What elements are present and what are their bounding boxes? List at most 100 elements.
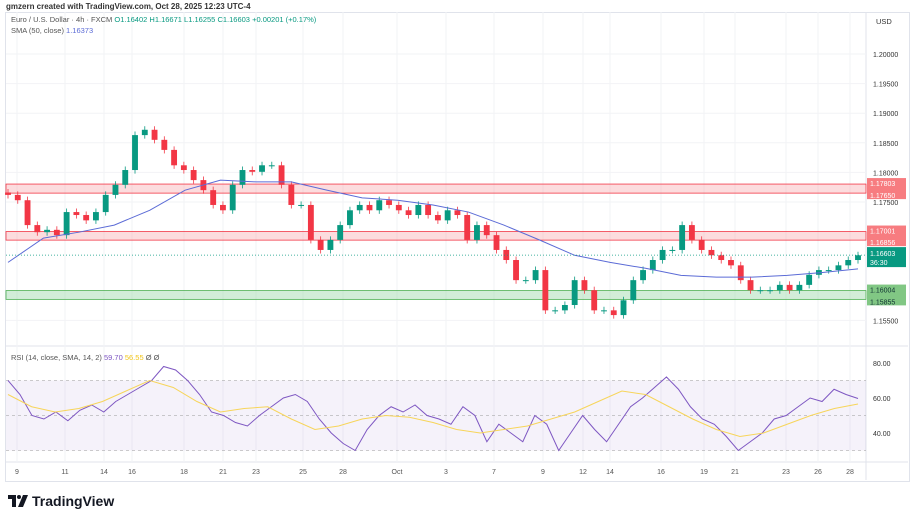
candle-body [376, 200, 383, 211]
candle-body [474, 225, 480, 240]
candle-body [757, 290, 764, 292]
candle-body [307, 204, 314, 240]
x-tick-label: 9 [541, 469, 545, 476]
rsi-tick-label: 40.00 [873, 431, 891, 438]
candle-body [347, 210, 353, 226]
candle-body [5, 192, 11, 195]
candle-body [542, 270, 549, 311]
x-tick-label: Oct [392, 469, 403, 476]
change-value: +0.00201 (+0.17%) [252, 15, 317, 24]
rsi-legend: RSI (14, close, SMA, 14, 2) 59.70 56.55 … [11, 353, 159, 362]
candle-body [796, 284, 803, 291]
candle-body [591, 290, 598, 311]
x-tick-label: 21 [219, 469, 227, 476]
resistance-zone-bottom-label: 1.16856 [870, 240, 895, 247]
candle-body [649, 260, 656, 271]
candle-body [532, 270, 539, 281]
candle-body [151, 129, 158, 140]
x-tick-label: 26 [814, 469, 822, 476]
resistance-zone-label-bg [867, 178, 906, 200]
candle-body [405, 210, 412, 216]
candle-body [767, 290, 773, 292]
candle-body [806, 274, 813, 285]
candle-body [161, 139, 168, 150]
candle-body [112, 184, 119, 195]
candle-body [728, 260, 734, 266]
candle-body [210, 190, 217, 205]
symbol-name[interactable]: Euro / U.S. Dollar · 4h · FXCM [11, 15, 113, 24]
candle-body [141, 129, 148, 136]
candle-body [268, 165, 275, 167]
candle-body [356, 204, 363, 211]
currency-label[interactable]: USD [876, 17, 892, 26]
candle-body [454, 210, 461, 216]
candle-body [513, 260, 519, 281]
close-value: C1.16603 [217, 15, 250, 24]
price-tick-label: 1.18500 [873, 141, 898, 148]
x-tick-label: 14 [606, 469, 614, 476]
candle-body [34, 225, 41, 233]
candle-body [503, 249, 510, 261]
rsi-label[interactable]: RSI (14, close, SMA, 14, 2) [11, 353, 102, 362]
candle-body [171, 149, 178, 166]
resistance-zone-label-bg [867, 225, 906, 247]
sma-legend: SMA (50, close) 1.16373 [11, 26, 93, 35]
candle-body [190, 170, 197, 181]
price-tick-label: 1.20000 [873, 52, 898, 59]
candle-body [278, 165, 285, 185]
candle-body [552, 310, 559, 312]
x-tick-label: 14 [100, 469, 108, 476]
resistance-zone-top-label: 1.17001 [870, 229, 895, 236]
x-tick-label: 28 [339, 469, 347, 476]
candle-body [93, 212, 99, 221]
candle-body [180, 165, 187, 171]
candle-body [425, 204, 432, 216]
candle-body [561, 305, 568, 311]
candle-body [522, 280, 529, 282]
candle-body [63, 212, 70, 236]
candle-body [620, 300, 627, 316]
countdown-label: 36:30 [870, 260, 888, 267]
rsi-extra-marks: Ø Ø [145, 353, 160, 362]
candle-body [679, 225, 686, 250]
resistance-zone [5, 231, 867, 241]
candle-body [83, 215, 90, 221]
price-tick-label: 1.18000 [873, 170, 898, 177]
candle-body [483, 225, 490, 236]
candle-body [659, 249, 666, 261]
resistance-zone-top-label: 1.17803 [870, 181, 895, 188]
last-price-label: 1.16603 [870, 251, 895, 258]
candle-body [688, 225, 695, 240]
candle-body [747, 280, 754, 291]
support-zone-bottom-label: 1.15855 [870, 299, 895, 306]
candle-body [610, 310, 617, 316]
candle-body [630, 280, 637, 301]
candle-body [737, 265, 744, 281]
candle-body [698, 239, 705, 250]
candle-body [220, 204, 226, 211]
candle-body [786, 284, 793, 291]
x-tick-label: 12 [579, 469, 587, 476]
candle-body [337, 225, 344, 240]
high-value: H1.16671 [149, 15, 182, 24]
candle-body [317, 239, 324, 250]
candle-body [259, 165, 265, 172]
rsi-ma-line [7, 379, 859, 438]
symbol-legend: Euro / U.S. Dollar · 4h · FXCM O1.16402 … [11, 15, 316, 24]
candle-body [229, 184, 236, 211]
low-value: L1.16255 [184, 15, 216, 24]
x-tick-label: 23 [782, 469, 790, 476]
x-tick-label: 21 [731, 469, 739, 476]
candle-body [24, 200, 31, 226]
sma-value: 1.16373 [66, 26, 94, 35]
price-tick-label: 1.19000 [873, 111, 898, 118]
price-tick-label: 1.17500 [873, 200, 898, 207]
rsi-ma-value: 56.55 [124, 353, 144, 362]
support-zone-top-label: 1.16004 [870, 288, 895, 295]
sma-label[interactable]: SMA (50, close) [11, 26, 64, 35]
candle-body [601, 310, 607, 312]
x-tick-label: 19 [700, 469, 708, 476]
x-tick-label: 25 [299, 469, 307, 476]
candle-body [14, 194, 21, 201]
